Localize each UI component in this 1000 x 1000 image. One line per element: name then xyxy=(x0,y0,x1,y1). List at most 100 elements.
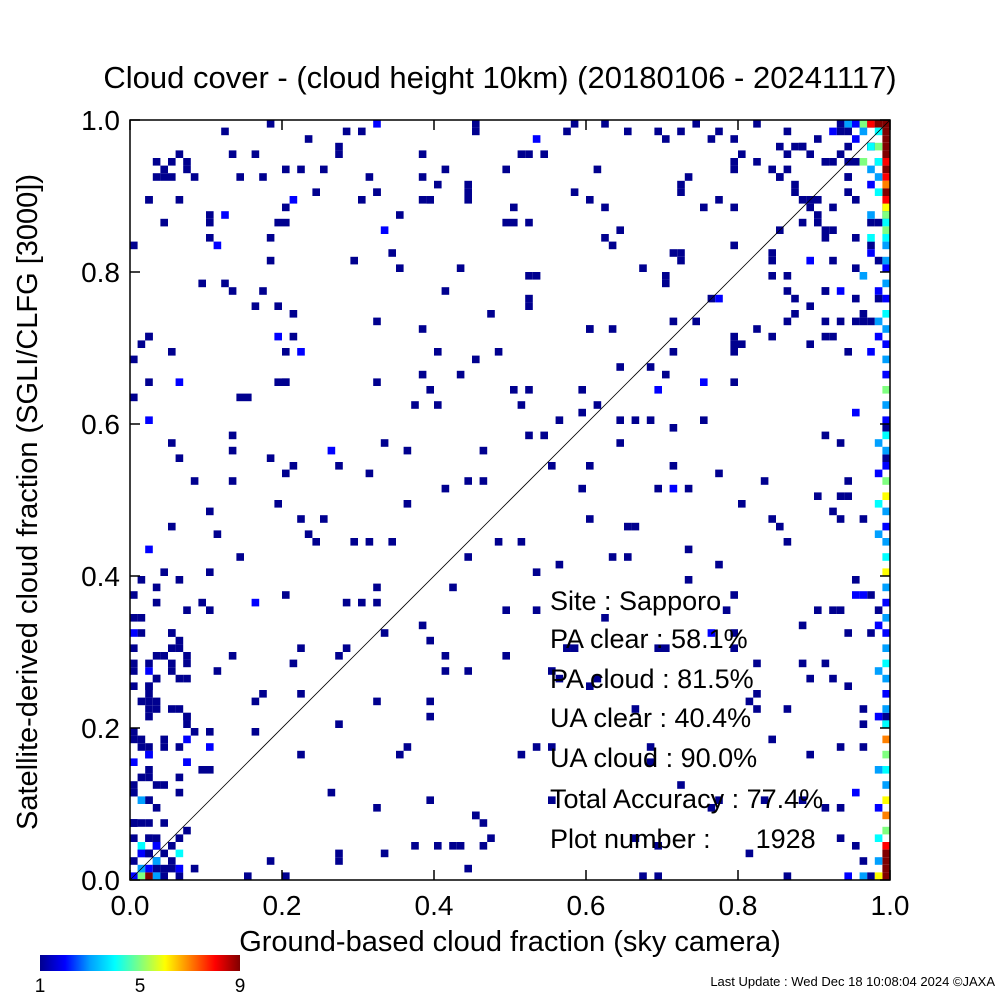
heatmap-cells xyxy=(130,120,890,880)
heatmap-cell xyxy=(297,750,305,759)
heatmap-cell xyxy=(882,256,890,265)
heatmap-cell xyxy=(783,317,792,326)
heatmap-cell xyxy=(289,659,298,668)
heatmap-cell xyxy=(700,416,708,424)
heatmap-cell xyxy=(183,158,191,166)
heatmap-cell xyxy=(874,188,883,196)
heatmap-cell xyxy=(548,743,556,751)
heatmap-cell xyxy=(745,849,754,858)
heatmap-cell xyxy=(532,606,541,614)
heatmap-cell xyxy=(882,462,890,470)
heatmap-cell xyxy=(130,735,138,744)
heatmap-cell xyxy=(145,849,153,858)
heatmap-cell xyxy=(449,583,457,592)
heatmap-cell xyxy=(882,553,890,561)
x-tick-label: 1.0 xyxy=(871,890,910,921)
heatmap-cell xyxy=(274,378,282,386)
heatmap-cell xyxy=(228,652,237,660)
heatmap-cell xyxy=(874,804,883,812)
heatmap-cell xyxy=(836,515,845,523)
heatmap-cell xyxy=(730,241,738,250)
heatmap-cell xyxy=(859,857,868,865)
heatmap-cell xyxy=(852,196,860,204)
heatmap-cell xyxy=(882,705,890,713)
heatmap-cell xyxy=(654,484,662,493)
heatmap-cell xyxy=(190,864,199,873)
heatmap-cell xyxy=(852,135,860,143)
heatmap-cell xyxy=(168,644,176,652)
heatmap-cell xyxy=(836,120,845,128)
heatmap-cell xyxy=(738,150,746,158)
heatmap-cell xyxy=(852,788,860,797)
heatmap-cell xyxy=(844,682,852,690)
heatmap-cell xyxy=(289,196,298,204)
heatmap-cell xyxy=(882,614,890,622)
heatmap-cell xyxy=(289,332,298,341)
heatmap-cell xyxy=(882,872,890,880)
heatmap-cell xyxy=(175,196,184,204)
heatmap-cell xyxy=(874,469,883,478)
heatmap-cell xyxy=(403,743,412,751)
heatmap-cell xyxy=(403,446,412,455)
heatmap-cell xyxy=(654,127,662,136)
heatmap-cell xyxy=(867,211,875,219)
heatmap-cell xyxy=(388,538,396,546)
heatmap-cell xyxy=(821,234,830,242)
heatmap-cell xyxy=(874,834,883,842)
heatmap-cell xyxy=(677,249,685,257)
heatmap-cell xyxy=(631,416,640,424)
heatmap-cell xyxy=(814,492,822,500)
heatmap-cell xyxy=(662,272,670,280)
heatmap-cell xyxy=(236,553,244,561)
heatmap-cell xyxy=(130,659,138,668)
heatmap-cell xyxy=(168,705,176,713)
heatmap-cell xyxy=(145,682,153,690)
heatmap-cell xyxy=(183,165,191,174)
heatmap-cell xyxy=(867,180,875,189)
heatmap-cell xyxy=(175,378,184,386)
stats-pa-clear: PA clear : 58.1% xyxy=(550,624,748,654)
heatmap-cell xyxy=(882,196,890,204)
heatmap-cell xyxy=(844,127,852,136)
heatmap-cell xyxy=(882,781,890,789)
heatmap-cell xyxy=(669,462,678,470)
heatmap-cell xyxy=(251,598,260,607)
stats-plot-number: Plot number : 1928 xyxy=(550,824,816,854)
heatmap-cell xyxy=(730,158,738,166)
heatmap-cell xyxy=(722,606,731,614)
heatmap-cell xyxy=(373,697,381,706)
heatmap-cell xyxy=(859,317,868,326)
heatmap-cell xyxy=(168,439,176,447)
heatmap-cell xyxy=(814,196,822,204)
heatmap-cell xyxy=(829,203,837,212)
heatmap-cell xyxy=(137,743,146,751)
heatmap-cell xyxy=(882,568,890,576)
heatmap-cell xyxy=(175,872,184,880)
heatmap-cell xyxy=(282,469,290,478)
heatmap-cell xyxy=(776,173,784,181)
heatmap-cell xyxy=(168,857,176,865)
heatmap-cell xyxy=(206,743,214,751)
heatmap-cell xyxy=(137,819,146,827)
heatmap-cell xyxy=(677,256,685,265)
heatmap-cell xyxy=(760,477,769,485)
heatmap-cell xyxy=(312,188,320,196)
stats-ua-cloud: UA cloud : 90.0% xyxy=(550,743,757,773)
heatmap-cell xyxy=(373,598,381,607)
heatmap-cell xyxy=(373,188,381,196)
heatmap-cell xyxy=(244,872,252,880)
heatmap-cell xyxy=(814,218,822,227)
y-axis-label: Satellite-derived cloud fraction (SGLI/C… xyxy=(12,174,44,830)
heatmap-cell xyxy=(669,317,678,326)
heatmap-cell xyxy=(654,644,662,652)
heatmap-cell xyxy=(160,864,168,873)
heatmap-cell xyxy=(494,538,503,546)
heatmap-cell xyxy=(882,135,890,143)
heatmap-cell xyxy=(145,864,153,873)
heatmap-cell xyxy=(160,849,168,858)
heatmap-cell xyxy=(677,127,685,136)
heatmap-cell xyxy=(152,674,161,683)
heatmap-cell xyxy=(882,811,890,820)
heatmap-cell xyxy=(517,401,526,409)
heatmap-cell xyxy=(464,667,472,675)
